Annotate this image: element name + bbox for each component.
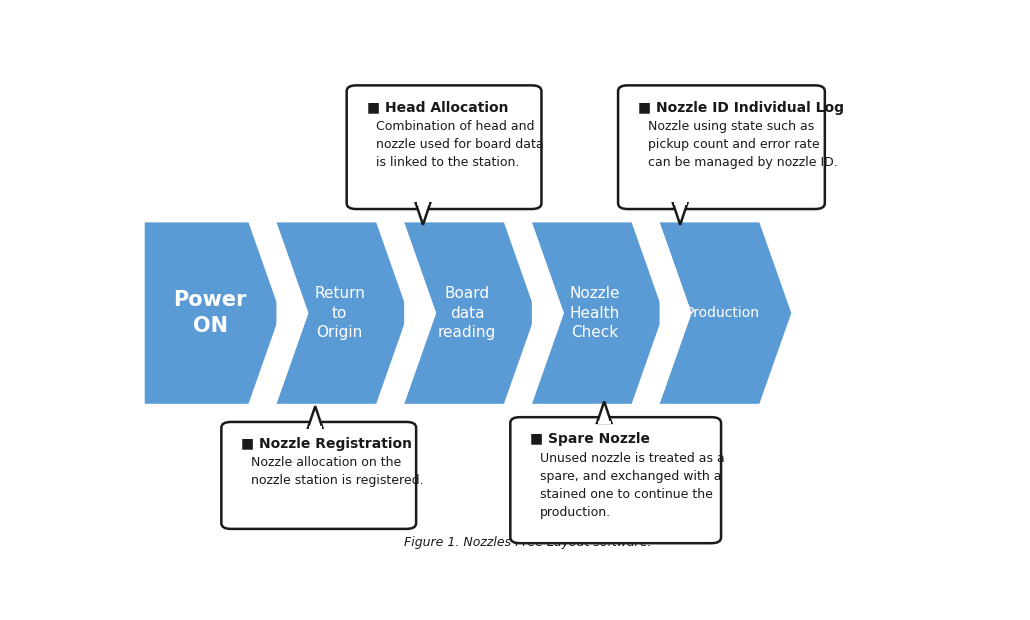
Polygon shape — [673, 203, 687, 225]
Polygon shape — [674, 202, 687, 205]
Polygon shape — [416, 202, 430, 205]
Polygon shape — [309, 426, 321, 429]
FancyBboxPatch shape — [347, 86, 542, 209]
Text: Figure 1. Nozzles Free Layout software.: Figure 1. Nozzles Free Layout software. — [404, 536, 652, 549]
Text: Unused nozzle is treated as a
spare, and exchanged with a
stained one to continu: Unused nozzle is treated as a spare, and… — [540, 451, 724, 518]
Polygon shape — [659, 223, 791, 404]
Text: ■ Spare Nozzle: ■ Spare Nozzle — [530, 433, 650, 446]
Polygon shape — [308, 406, 322, 428]
Text: ■ Nozzle Registration: ■ Nozzle Registration — [241, 437, 412, 451]
Text: ■ Head Allocation: ■ Head Allocation — [367, 100, 508, 115]
Polygon shape — [144, 223, 280, 404]
Polygon shape — [276, 223, 408, 404]
Text: Power
ON: Power ON — [173, 290, 247, 336]
Text: Nozzle using state such as
pickup count and error rate
can be managed by nozzle : Nozzle using state such as pickup count … — [648, 120, 837, 169]
FancyBboxPatch shape — [221, 422, 416, 529]
Text: ■ Nozzle ID Individual Log: ■ Nozzle ID Individual Log — [638, 100, 844, 115]
Polygon shape — [597, 422, 611, 424]
Polygon shape — [531, 223, 663, 404]
Text: Board
data
reading: Board data reading — [438, 286, 496, 340]
Text: Nozzle
Health
Check: Nozzle Health Check — [570, 286, 620, 340]
Text: Combination of head and
nozzle used for board data
is linked to the station.: Combination of head and nozzle used for … — [376, 120, 544, 169]
Polygon shape — [404, 223, 536, 404]
Polygon shape — [597, 401, 612, 423]
FancyBboxPatch shape — [618, 86, 825, 209]
Polygon shape — [659, 223, 691, 404]
Text: Production: Production — [686, 306, 760, 320]
Polygon shape — [416, 203, 431, 225]
FancyBboxPatch shape — [510, 417, 721, 543]
Polygon shape — [531, 223, 563, 404]
Text: Return
to
Origin: Return to Origin — [314, 286, 365, 340]
Polygon shape — [404, 223, 436, 404]
Polygon shape — [276, 223, 308, 404]
Text: Nozzle allocation on the
nozzle station is registered.: Nozzle allocation on the nozzle station … — [251, 456, 423, 487]
